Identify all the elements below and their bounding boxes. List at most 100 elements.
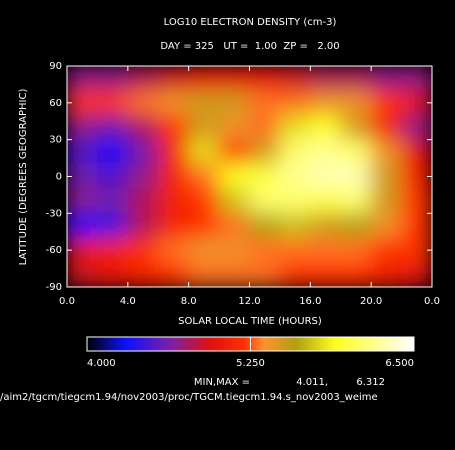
heat-cell xyxy=(188,237,220,263)
heat-cell xyxy=(127,66,159,92)
heat-cell xyxy=(157,139,190,165)
heat-cell xyxy=(340,188,372,214)
heat-cell xyxy=(279,237,311,263)
heat-cell xyxy=(249,261,281,287)
heat-cell xyxy=(249,163,281,190)
field-clip xyxy=(67,66,432,287)
heat-cell xyxy=(157,114,190,141)
x-tick-label: 0.0 xyxy=(424,296,440,307)
heat-cell xyxy=(309,114,342,141)
heat-cell xyxy=(96,66,129,92)
heat-cell xyxy=(249,139,281,165)
y-tick-label: 0 xyxy=(56,172,62,183)
field xyxy=(67,66,432,287)
heat-cell xyxy=(340,261,372,287)
heat-cell xyxy=(67,163,98,190)
heat-cell xyxy=(370,66,403,92)
x-tick-label: 12.0 xyxy=(238,296,260,307)
heat-cell xyxy=(157,163,190,190)
heat-cell xyxy=(401,261,432,287)
heat-cell xyxy=(309,90,342,116)
heat-cell xyxy=(218,237,250,263)
heat-cell xyxy=(401,139,432,165)
heat-cell xyxy=(157,66,190,92)
heat-cell xyxy=(96,212,129,239)
heat-cell xyxy=(401,188,432,214)
heat-cell xyxy=(309,237,342,263)
heat-cell xyxy=(188,212,220,239)
heat-cell xyxy=(218,90,250,116)
heat-cell xyxy=(370,163,403,190)
heat-cell xyxy=(340,90,372,116)
heat-cell xyxy=(67,212,98,239)
heat-cell xyxy=(279,114,311,141)
heat-cell xyxy=(279,212,311,239)
heat-cell xyxy=(249,90,281,116)
heat-cell xyxy=(67,66,98,92)
heat-cell xyxy=(279,261,311,287)
chart-subtitle: DAY = 325 UT = 1.00 ZP = 2.00 xyxy=(160,41,339,52)
heat-cell xyxy=(309,188,342,214)
heat-cell xyxy=(218,261,250,287)
heat-cell xyxy=(249,212,281,239)
heat-cell xyxy=(279,163,311,190)
heat-cell xyxy=(127,188,159,214)
y-tick-label: -60 xyxy=(46,245,62,256)
heat-cell xyxy=(309,139,342,165)
heat-cell xyxy=(340,163,372,190)
heat-cell xyxy=(401,90,432,116)
heat-cell xyxy=(157,237,190,263)
heat-cell xyxy=(157,212,190,239)
heat-cell xyxy=(370,114,403,141)
y-tick-label: -30 xyxy=(46,208,62,219)
heat-cell xyxy=(218,139,250,165)
heat-cell xyxy=(67,237,98,263)
heat-cell xyxy=(218,188,250,214)
heat-cell xyxy=(279,90,311,116)
heat-cell xyxy=(249,114,281,141)
heat-cell xyxy=(96,237,129,263)
heat-cell xyxy=(218,163,250,190)
heat-cell xyxy=(127,139,159,165)
heat-cell xyxy=(370,261,403,287)
x-tick-label: 0.0 xyxy=(59,296,75,307)
colorbar-tick-label: 4.000 xyxy=(87,358,116,369)
heat-cell xyxy=(96,163,129,190)
colorbar-tick-label: 5.250 xyxy=(236,358,265,369)
heat-cell xyxy=(127,237,159,263)
heat-cell xyxy=(340,139,372,165)
heat-cell xyxy=(188,66,220,92)
heat-cell xyxy=(401,163,432,190)
heat-cell xyxy=(67,90,98,116)
chart-title: LOG10 ELECTRON DENSITY (cm-3) xyxy=(164,17,337,28)
heat-cell xyxy=(157,261,190,287)
heat-cell xyxy=(127,261,159,287)
heat-cell xyxy=(127,90,159,116)
heat-cell xyxy=(188,188,220,214)
heat-cell xyxy=(218,66,250,92)
colorbar-tick-label: 6.500 xyxy=(385,358,414,369)
x-tick-label: 8.0 xyxy=(181,296,197,307)
heat-cell xyxy=(157,188,190,214)
y-tick-label: 60 xyxy=(49,98,62,109)
heat-cell xyxy=(188,114,220,141)
x-tick-label: 4.0 xyxy=(120,296,136,307)
heat-cell xyxy=(188,139,220,165)
heat-cell xyxy=(157,90,190,116)
x-axis-label: SOLAR LOCAL TIME (HOURS) xyxy=(178,316,322,327)
heat-cell xyxy=(279,139,311,165)
x-tick-label: 20.0 xyxy=(360,296,382,307)
heat-cell xyxy=(96,114,129,141)
heat-cell xyxy=(249,188,281,214)
heat-cell xyxy=(401,114,432,141)
y-tick-label: 90 xyxy=(49,61,62,72)
heat-cell xyxy=(127,212,159,239)
heat-cell xyxy=(370,139,403,165)
x-tick-label: 16.0 xyxy=(299,296,321,307)
heat-cell xyxy=(67,114,98,141)
heat-cell xyxy=(340,212,372,239)
heat-cell xyxy=(340,237,372,263)
heat-cell xyxy=(279,66,311,92)
